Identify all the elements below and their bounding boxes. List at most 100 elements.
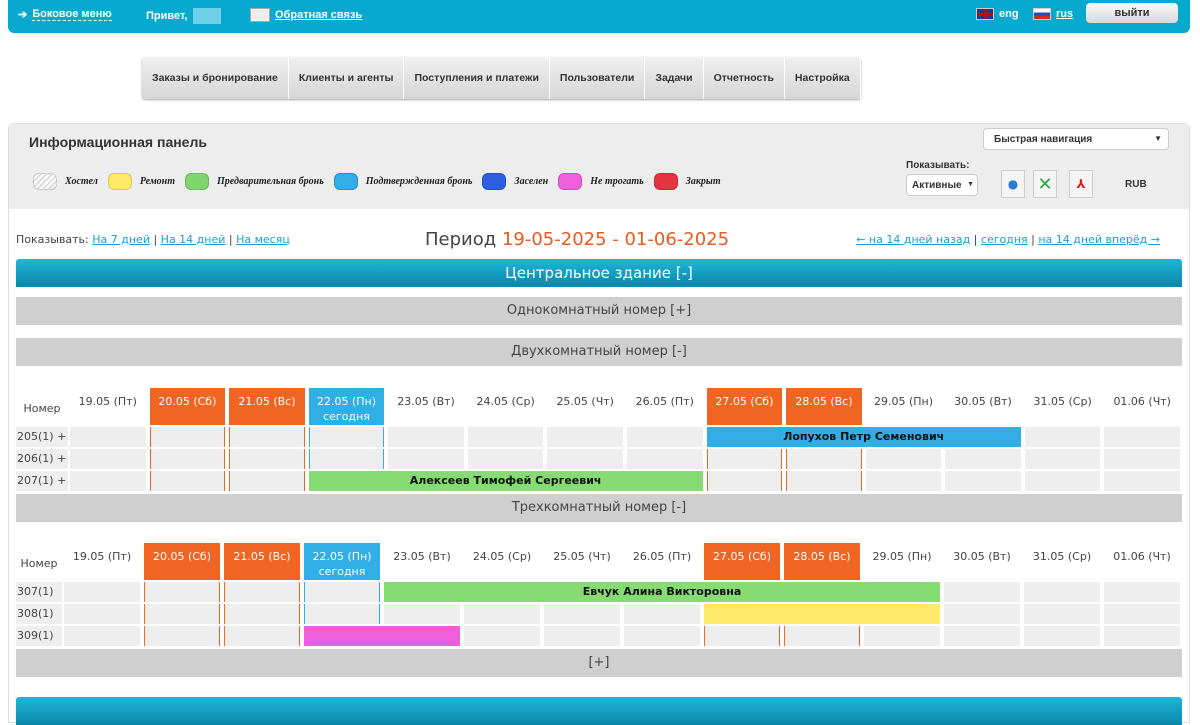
grid-cell[interactable] bbox=[229, 449, 305, 469]
section-expand[interactable]: [+] bbox=[16, 649, 1182, 677]
nav-orders[interactable]: Заказы и бронирование bbox=[142, 57, 289, 99]
grid-cell[interactable] bbox=[384, 604, 460, 624]
grid-cell[interactable] bbox=[388, 449, 464, 469]
grid-cell[interactable] bbox=[864, 626, 940, 646]
grid-cell[interactable] bbox=[1104, 449, 1180, 469]
next-period-link[interactable]: на 14 дней вперёд → bbox=[1038, 233, 1160, 246]
grid-cell[interactable] bbox=[229, 471, 305, 491]
today-link[interactable]: сегодня bbox=[980, 233, 1028, 246]
grid-cell[interactable] bbox=[149, 471, 226, 491]
grid-cell[interactable] bbox=[944, 582, 1020, 602]
booking-bar[interactable]: Евчук Алина Викторовна bbox=[384, 582, 940, 602]
grid-cell[interactable] bbox=[944, 626, 1020, 646]
grid-cell[interactable] bbox=[308, 427, 385, 447]
room-label[interactable]: 207(1) + bbox=[16, 471, 68, 491]
grid-cell[interactable] bbox=[224, 582, 300, 602]
grid-cell[interactable] bbox=[388, 427, 464, 447]
show-month-link[interactable]: На месяц bbox=[236, 233, 290, 246]
room-label[interactable]: 307(1) bbox=[16, 582, 62, 602]
grid-cell[interactable] bbox=[624, 626, 700, 646]
lang-ru-label[interactable]: rus bbox=[1056, 8, 1074, 20]
grid-cell[interactable] bbox=[1024, 626, 1100, 646]
nav-reports[interactable]: Отчетность bbox=[704, 57, 785, 99]
grid-cell[interactable] bbox=[784, 626, 860, 646]
grid-cell[interactable] bbox=[626, 427, 703, 447]
grid-cell[interactable] bbox=[229, 427, 305, 447]
grid-cell[interactable] bbox=[144, 582, 220, 602]
grid-cell[interactable] bbox=[945, 449, 1021, 469]
grid-cell[interactable] bbox=[624, 604, 700, 624]
logout-button[interactable]: выйти bbox=[1086, 3, 1178, 23]
grid-cell[interactable] bbox=[945, 471, 1021, 491]
grid-cell[interactable] bbox=[706, 449, 783, 469]
grid-cell[interactable] bbox=[304, 582, 380, 602]
grid-cell[interactable] bbox=[544, 604, 620, 624]
grid-cell[interactable] bbox=[64, 604, 140, 624]
grid-cell[interactable] bbox=[1104, 604, 1180, 624]
nav-clients[interactable]: Клиенты и агенты bbox=[289, 57, 405, 99]
nav-payments[interactable]: Поступления и платежи bbox=[404, 57, 550, 99]
grid-cell[interactable] bbox=[70, 471, 146, 491]
room-label[interactable]: 309(1) bbox=[16, 626, 62, 646]
grid-cell[interactable] bbox=[308, 449, 385, 469]
grid-cell[interactable] bbox=[865, 471, 942, 491]
grid-cell[interactable] bbox=[706, 471, 783, 491]
feedback-link[interactable]: Обратная связь bbox=[250, 8, 362, 22]
grid-cell[interactable] bbox=[149, 427, 226, 447]
room-label[interactable]: 308(1) bbox=[16, 604, 62, 624]
feedback-label[interactable]: Обратная связь bbox=[275, 9, 363, 21]
lang-ru[interactable]: rus bbox=[1033, 8, 1073, 20]
grid-cell[interactable] bbox=[70, 449, 146, 469]
grid-cell[interactable] bbox=[547, 449, 623, 469]
section-two-room[interactable]: Двухкомнатный номер [-] bbox=[16, 338, 1182, 366]
grid-cell[interactable] bbox=[64, 582, 140, 602]
show-7-days-link[interactable]: На 7 дней bbox=[92, 233, 150, 246]
grid-cell[interactable] bbox=[144, 604, 220, 624]
grid-cell[interactable] bbox=[224, 626, 300, 646]
grid-cell[interactable] bbox=[464, 626, 540, 646]
grid-cell[interactable] bbox=[704, 626, 780, 646]
side-menu-link[interactable]: ➔ Боковое меню bbox=[18, 8, 112, 21]
grid-cell[interactable] bbox=[626, 449, 703, 469]
grid-cell[interactable] bbox=[467, 449, 544, 469]
room-label[interactable]: 205(1) + bbox=[16, 427, 68, 447]
booking-bar[interactable]: Алексеев Тимофей Сергеевич bbox=[308, 471, 703, 491]
booking-bar[interactable]: Лопухов Петр Семенович bbox=[706, 427, 1021, 447]
grid-cell[interactable] bbox=[464, 604, 540, 624]
show-14-days-link[interactable]: На 14 дней bbox=[160, 233, 226, 246]
nav-tasks[interactable]: Задачи bbox=[645, 57, 704, 99]
show-filter-select[interactable]: Активные ▼ bbox=[906, 174, 978, 196]
quick-nav-select[interactable]: Быстрая навигация ▼ bbox=[983, 128, 1169, 150]
grid-cell[interactable] bbox=[1104, 626, 1180, 646]
grid-cell[interactable] bbox=[1024, 449, 1101, 469]
grid-cell[interactable] bbox=[144, 626, 220, 646]
lang-en-label[interactable]: eng bbox=[999, 8, 1019, 20]
side-menu-label[interactable]: Боковое меню bbox=[32, 8, 112, 21]
section-one-room[interactable]: Однокомнатный номер [+] bbox=[16, 297, 1182, 325]
grid-cell[interactable] bbox=[786, 449, 862, 469]
booking-bar[interactable] bbox=[304, 626, 460, 646]
grid-cell[interactable] bbox=[64, 626, 140, 646]
grid-cell[interactable] bbox=[1024, 582, 1100, 602]
grid-cell[interactable] bbox=[544, 626, 620, 646]
nav-settings[interactable]: Настройка bbox=[785, 57, 861, 99]
grid-cell[interactable] bbox=[1104, 471, 1180, 491]
lang-en[interactable]: eng bbox=[976, 8, 1019, 20]
grid-cell[interactable] bbox=[224, 604, 300, 624]
grid-cell[interactable] bbox=[149, 449, 226, 469]
prev-period-link[interactable]: ← на 14 дней назад bbox=[856, 233, 971, 246]
grid-cell[interactable] bbox=[1024, 471, 1101, 491]
room-label[interactable]: 206(1) + bbox=[16, 449, 68, 469]
nav-users[interactable]: Пользователи bbox=[550, 57, 646, 99]
grid-cell[interactable] bbox=[944, 604, 1020, 624]
excel-export-icon[interactable]: ✕ bbox=[1033, 170, 1057, 198]
grid-cell[interactable] bbox=[1104, 582, 1180, 602]
grid-cell[interactable] bbox=[547, 427, 623, 447]
building-header[interactable]: Центральное здание [-] bbox=[16, 259, 1182, 287]
grid-cell[interactable] bbox=[786, 471, 862, 491]
grid-cell[interactable] bbox=[1024, 427, 1101, 447]
grid-cell[interactable] bbox=[865, 449, 942, 469]
booking-bar[interactable] bbox=[704, 604, 940, 624]
grid-cell[interactable] bbox=[1024, 604, 1100, 624]
pdf-export-icon[interactable]: ⅄ bbox=[1069, 170, 1093, 198]
